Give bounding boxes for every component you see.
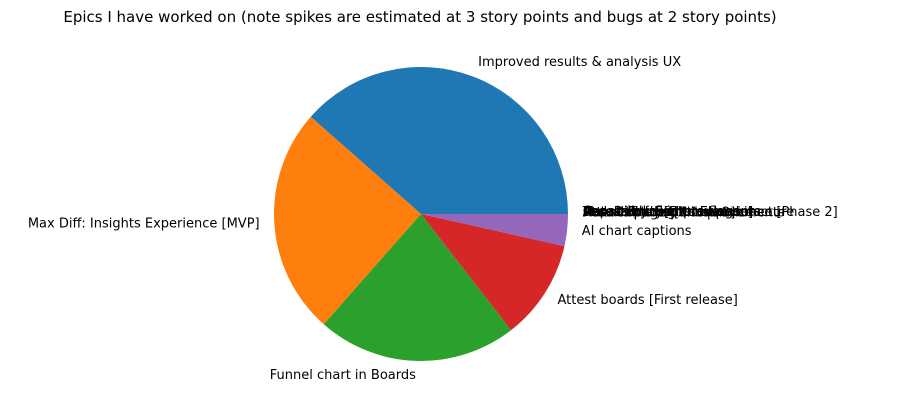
pie-label-tech-debt-frontend-architecture: Tech debt: Frontend architecture — [582, 205, 795, 220]
pie-label-ai-chart-captions: AI chart captions — [582, 224, 692, 239]
pie-label-funnel-chart-in-boards: Funnel chart in Boards — [270, 368, 416, 383]
pie-slice-ai-chart-captions — [421, 214, 568, 247]
pie-label-attest-boards-phase-2: Attest boards [Phase 2] — [583, 206, 736, 221]
pie-label-capability-feature-flags: Capability: Feature flags — [583, 205, 740, 220]
pie-label-results-page-performance: Results page performance — [583, 206, 754, 221]
pie-slice-max-diff-insights-experience-mvp — [273, 116, 421, 325]
pie-label-max-diff-insights-experience-mvp: Max Diff: Insights Experience [MVP] — [28, 217, 260, 232]
pie-label-max-diff-insights-experience-phase-2: Max Diff: Insights Experience [Phase 2] — [583, 205, 838, 220]
pie-slice-attest-boards-first-release — [421, 214, 565, 331]
pie-slices — [273, 66, 568, 361]
pie-label-attest-boards-first-release: Attest boards [First release] — [558, 293, 738, 308]
pie-slice-improved-results-analysis-ux — [310, 66, 568, 214]
overlapping-labels: Attest boards [Phase 2]Max Diff: Insight… — [582, 205, 838, 221]
chart-title: Epics I have worked on (note spikes are … — [63, 8, 776, 26]
pie-label-accessibility-improvements: Accessibility improvements — [583, 205, 761, 220]
pie-labels: Improved results & analysis UX Max Diff: … — [28, 55, 738, 383]
pie-label-result-filters-ux-improvements: Result filters UX improvements — [583, 206, 785, 221]
pie-label-improved-results-analysis-ux: Improved results & analysis UX — [478, 55, 681, 70]
pie-slice-funnel-chart-in-boards — [323, 214, 512, 361]
pie-label-data-export-first-release: Data export [First release] — [583, 205, 753, 220]
